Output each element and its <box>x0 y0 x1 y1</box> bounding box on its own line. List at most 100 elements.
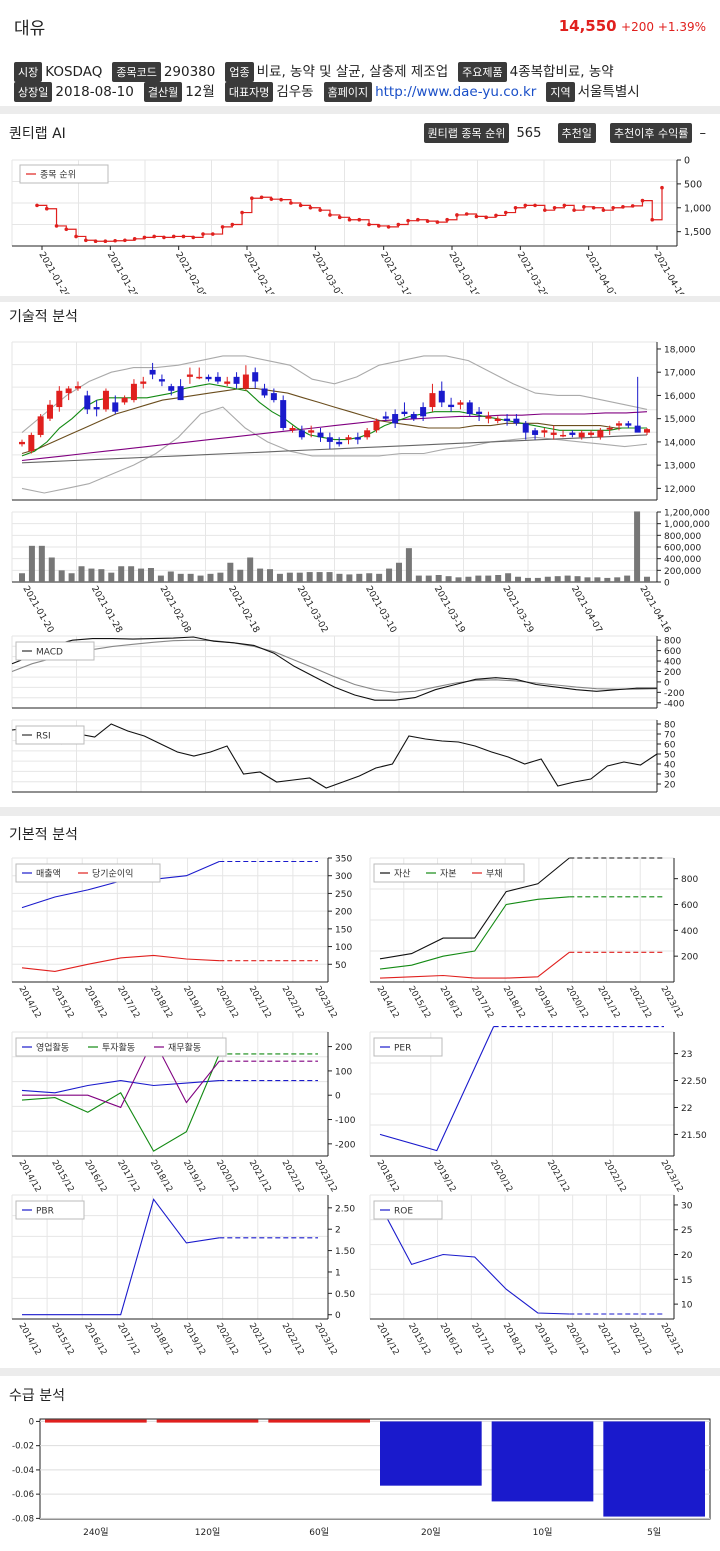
info-row-2: 상장일 2018-08-10 결산월 12월 대표자명 김우동 홈페이지 http://www… <box>14 80 650 102</box>
candle-body <box>345 437 352 440</box>
rank-point <box>503 210 508 215</box>
rank-value: 565 <box>516 126 542 141</box>
info-value-r1-0: KOSDAQ <box>45 64 103 80</box>
per-legend-label: PER <box>394 1044 411 1054</box>
volume-bar <box>128 566 135 582</box>
roe-tick-label: 30 <box>681 1201 693 1211</box>
rank-point <box>406 218 410 223</box>
candle-body <box>270 393 277 401</box>
sales-tick-label: 250 <box>335 890 352 900</box>
cashflow-legend-label: 투자활동 <box>102 1042 135 1054</box>
info-tag-r1-1: 종목코드 <box>112 62 161 82</box>
macd-tick-label: 600 <box>664 647 681 657</box>
recommend-date-tag: 추천일 <box>557 123 596 143</box>
rsi-tick-label: 30 <box>664 771 676 781</box>
volume-tick-label: 600,000 <box>664 544 701 554</box>
assets-legend-box <box>373 863 525 883</box>
candle-body <box>196 376 203 379</box>
assets-series-line <box>379 857 570 960</box>
rank-point <box>103 239 108 244</box>
rsi-tick-label: 50 <box>664 751 676 761</box>
pbr-tick-label: 1 <box>335 1268 341 1278</box>
pbr-x-label: 2016/12 <box>82 1322 108 1358</box>
rank-x-label: 2021-03-10 <box>378 251 413 295</box>
sales-tick-label: 100 <box>335 943 352 953</box>
volume-bar <box>326 572 333 582</box>
roe-x-label: 2017/12 <box>469 1322 495 1358</box>
ma-60 <box>21 387 647 455</box>
rsi-tick-label: 60 <box>664 741 676 751</box>
macd-tick-label: 200 <box>664 668 681 678</box>
assets-x-label: 2018/12 <box>501 985 527 1021</box>
volume-bar <box>524 577 531 582</box>
volume-bar <box>276 573 283 582</box>
volume-bar <box>58 570 65 582</box>
macd-tick-label: -400 <box>664 699 685 709</box>
per-x-label: 2020/12 <box>488 1159 514 1195</box>
price-block: 14,550 +200 +1.39% <box>559 17 706 35</box>
rank-point <box>289 201 293 205</box>
volume-bar <box>386 568 393 582</box>
rank-point <box>35 203 39 208</box>
candle-body <box>420 407 427 417</box>
volume-bar <box>167 571 174 582</box>
rank-point <box>210 232 215 236</box>
sales-x-label: 2014/12 <box>16 985 42 1021</box>
rank-point <box>152 234 156 239</box>
tech-x-label: 2021-03-19 <box>432 585 467 636</box>
supply-x-label: 240일 <box>83 1527 108 1538</box>
candle-body <box>242 374 249 389</box>
supply-tick-label: -0.06 <box>12 1490 34 1500</box>
volume-bar <box>38 545 45 582</box>
tech-x-label: 2021-02-08 <box>158 585 193 636</box>
pbr-x-label: 2019/12 <box>181 1322 207 1358</box>
rank-x-label: 2021-03-02 <box>310 251 345 295</box>
per-tick-label: 22.50 <box>681 1077 707 1087</box>
sales-tick-label: 200 <box>335 908 352 918</box>
volume-bar <box>505 573 512 582</box>
candle-body <box>494 418 501 421</box>
pbr-legend-box <box>15 1200 85 1220</box>
candle-body <box>326 437 333 442</box>
cashflow-x-label: 2022/12 <box>280 1159 306 1195</box>
roe-x-label: 2023/12 <box>658 1322 684 1358</box>
pbr-x-label: 2022/12 <box>280 1322 306 1358</box>
volume-bar <box>346 574 353 582</box>
assets-legend-label: 부채 <box>486 869 503 880</box>
rank-x-label: 2021-02-18 <box>241 251 276 295</box>
candle-body <box>485 416 492 419</box>
candle-body <box>177 386 184 401</box>
volume-bar <box>108 572 115 582</box>
rank-point <box>279 197 283 202</box>
candle-body <box>644 429 650 433</box>
rank-point <box>611 205 615 210</box>
ai-section-title: 퀀티랩 AI <box>9 126 66 142</box>
candle-body <box>392 414 399 424</box>
stock-header-card: 대유 14,550 +200 +1.39% 시장 KOSDAQ 종목코드 290380… <box>0 0 720 106</box>
rank-point <box>640 198 645 203</box>
pbr-x-label: 2021/12 <box>247 1322 273 1358</box>
rank-point <box>64 227 69 232</box>
tech-x-label: 2021-04-07 <box>569 585 604 635</box>
rank-legend-box <box>19 164 109 184</box>
homepage-link[interactable]: http://www.dae-yu.co.kr <box>375 84 537 100</box>
sales-tick-label: 50 <box>335 961 347 971</box>
candle-body <box>224 381 231 384</box>
supply-x-label: 120일 <box>195 1527 220 1538</box>
rank-point <box>601 208 606 212</box>
volume-bar <box>435 575 442 582</box>
price-tick-label: 16,000 <box>664 392 696 402</box>
cashflow-legend-label: 영업활동 <box>36 1042 69 1054</box>
rank-point <box>523 203 528 208</box>
rank-x-label: 2021-01-28 <box>105 251 140 295</box>
volume-tick-label: 1,000,000 <box>664 520 710 530</box>
rank-point <box>660 185 664 190</box>
rsi-line <box>11 723 658 789</box>
candle-body <box>65 388 72 394</box>
volume-bar <box>624 575 631 582</box>
volume-tick-label: 0 <box>664 579 670 589</box>
volume-bar <box>286 572 293 582</box>
fundamental-analysis-card: 기본적 분석 350 300 250 200 150 100 50 매출액 당기순이익 2014/… <box>0 816 720 1368</box>
rsi-legend-label: RSI <box>36 732 51 742</box>
